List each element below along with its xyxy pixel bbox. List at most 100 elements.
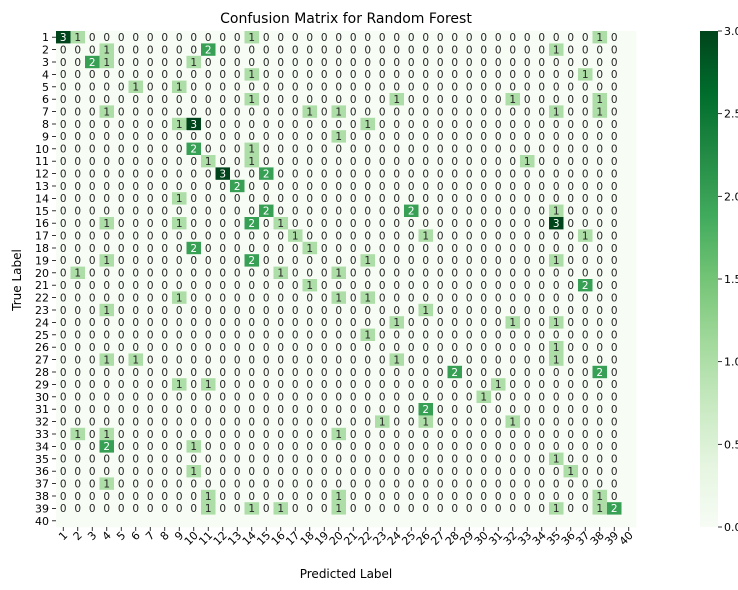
y-tick-label: 15	[35, 205, 49, 218]
cell-value-label: 0	[538, 503, 545, 515]
cell-value-label: 0	[495, 429, 502, 441]
cell-value-label: 0	[277, 206, 284, 218]
cell-value-label: 2	[451, 367, 458, 379]
cell-value-label: 0	[263, 94, 270, 106]
cell-value-label: 0	[234, 44, 241, 56]
cell-value-label: 0	[306, 416, 313, 428]
cell-value-label: 0	[379, 330, 386, 342]
cell-value-label: 0	[103, 280, 110, 292]
heatmap-cell	[143, 514, 158, 528]
cell-value-label: 0	[538, 94, 545, 106]
heatmap-cell	[418, 142, 434, 156]
cell-value-label: 0	[89, 292, 96, 304]
cell-value-label: 0	[611, 230, 618, 242]
cell-value-label: 0	[118, 82, 125, 94]
cell-value-label: 0	[553, 144, 560, 156]
cell-value-label: 0	[538, 441, 545, 453]
cell-value-label: 0	[611, 466, 618, 478]
cell-value-label: 0	[292, 478, 299, 490]
cell-value-label: 0	[582, 503, 589, 515]
cell-value-label: 0	[60, 144, 67, 156]
cell-value-label: 1	[277, 218, 284, 230]
heatmap-cell	[215, 93, 231, 106]
heatmap-cell	[114, 31, 129, 44]
cell-value-label: 0	[466, 367, 473, 379]
cell-value-label: 0	[118, 144, 125, 156]
cell-value-label: 0	[567, 57, 574, 69]
cell-value-label: 0	[263, 330, 270, 342]
cell-value-label: 0	[89, 255, 96, 267]
cell-value-label: 0	[89, 478, 96, 490]
cell-value-label: 0	[524, 342, 531, 354]
cell-value-label: 0	[306, 82, 313, 94]
heatmap-cell	[621, 440, 637, 453]
cell-value-label: 0	[408, 44, 415, 56]
colorbar-tick-label: 1.5	[724, 273, 738, 286]
cell-value-label: 0	[480, 168, 487, 180]
cell-value-label: 0	[176, 131, 183, 143]
heatmap-cell	[607, 55, 622, 69]
cell-value-label: 0	[480, 32, 487, 44]
cell-value-label: 1	[248, 144, 255, 156]
cell-value-label: 0	[176, 69, 183, 81]
cell-value-label: 0	[277, 106, 284, 118]
cell-value-label: 1	[364, 330, 371, 342]
heatmap-cell	[331, 68, 347, 81]
cell-value-label: 0	[306, 268, 313, 280]
heatmap-cell	[346, 514, 361, 528]
cell-value-label: 0	[466, 416, 473, 428]
cell-value-label: 0	[480, 292, 487, 304]
cell-value-label: 0	[466, 268, 473, 280]
cell-value-label: 0	[538, 379, 545, 391]
cell-value-label: 0	[176, 416, 183, 428]
cell-value-label: 0	[263, 416, 270, 428]
cell-value-label: 0	[408, 168, 415, 180]
heatmap-cell	[157, 31, 173, 44]
heatmap-cell	[578, 117, 593, 131]
cell-value-label: 0	[219, 243, 226, 255]
cell-value-label: 0	[437, 156, 444, 168]
cell-value-label: 0	[248, 268, 255, 280]
cell-value-label: 0	[379, 292, 386, 304]
cell-value-label: 0	[147, 454, 154, 466]
heatmap-cell	[201, 117, 216, 131]
cell-value-label: 0	[74, 218, 81, 230]
cell-value-label: 0	[248, 206, 255, 218]
heatmap-cell	[404, 93, 419, 106]
heatmap-cell	[273, 93, 289, 106]
cell-value-label: 0	[379, 168, 386, 180]
cell-value-label: 0	[248, 119, 255, 131]
cell-value-label: 0	[118, 255, 125, 267]
heatmap-cell	[621, 43, 637, 57]
cell-value-label: 0	[205, 478, 212, 490]
cell-value-label: 0	[321, 268, 328, 280]
heatmap-cell	[172, 68, 187, 81]
cell-value-label: 0	[350, 168, 357, 180]
cell-value-label: 0	[263, 305, 270, 317]
cell-value-label: 0	[408, 230, 415, 242]
cell-value-label: 0	[306, 32, 313, 44]
cell-value-label: 0	[495, 69, 502, 81]
cell-value-label: 0	[219, 156, 226, 168]
cell-value-label: 1	[495, 379, 502, 391]
heatmap-cell	[375, 55, 390, 69]
cell-value-label: 0	[190, 268, 197, 280]
cell-value-label: 0	[495, 292, 502, 304]
cell-value-label: 0	[567, 441, 574, 453]
heatmap-cell	[157, 105, 173, 119]
cell-value-label: 0	[89, 119, 96, 131]
heatmap-cell	[375, 31, 390, 44]
cell-value-label: 0	[219, 268, 226, 280]
cell-value-label: 0	[538, 57, 545, 69]
heatmap-cell	[433, 117, 448, 131]
cell-value-label: 0	[582, 243, 589, 255]
cell-value-label: 0	[321, 404, 328, 416]
cell-value-label: 0	[567, 342, 574, 354]
cell-value-label: 0	[538, 69, 545, 81]
cell-value-label: 1	[190, 466, 197, 478]
cell-value-label: 0	[321, 82, 328, 94]
y-tick-label: 22	[35, 292, 49, 305]
cell-value-label: 0	[118, 466, 125, 478]
cell-value-label: 0	[219, 317, 226, 329]
cell-value-label: 0	[248, 131, 255, 143]
